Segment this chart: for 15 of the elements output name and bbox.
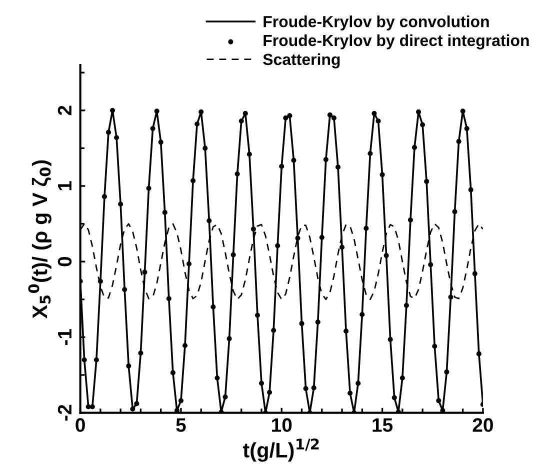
- x-axis-title: t(g/L)$^{1/2}$: [242, 438, 319, 462]
- x-tick-label: 15: [372, 418, 393, 432]
- x-tick-label: 5: [176, 418, 186, 432]
- x-tick-label: 20: [472, 418, 493, 432]
- legend-label: Scattering: [263, 53, 340, 68]
- y-axis-title: X$_{5}$$^{0}$(t)/ (ρ g V ζ$_{0}$): [28, 160, 52, 319]
- y-tick-label: 1: [58, 181, 72, 190]
- y-tick-label: -1: [58, 329, 72, 346]
- y-tick-label: 2: [58, 106, 72, 116]
- x-tick-label: 10: [272, 418, 292, 432]
- y-tick-label: 0: [58, 256, 72, 266]
- legend-label: Froude-Krylov by direct integration: [264, 34, 529, 50]
- x-tick-label: 0: [76, 418, 85, 432]
- y-tick-label: -2: [58, 404, 72, 421]
- legend-label: Froude-Krylov by convolution: [264, 16, 489, 30]
